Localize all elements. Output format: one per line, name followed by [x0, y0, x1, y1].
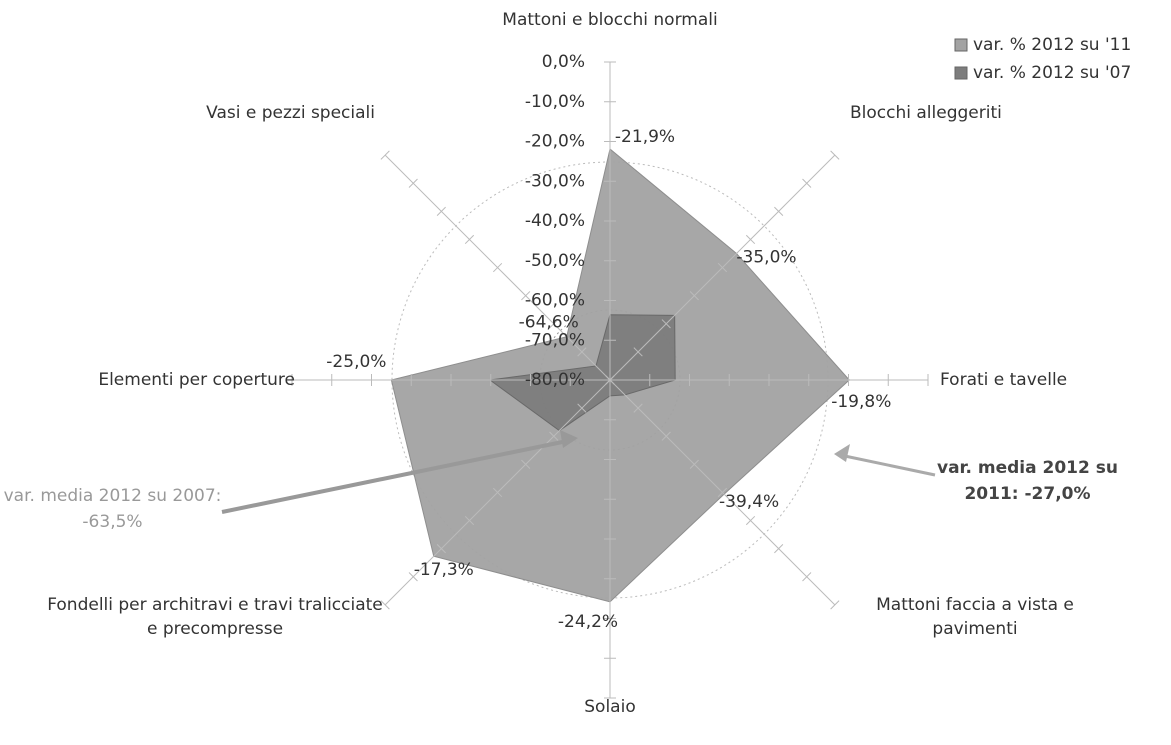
r-tick-label: -50,0%: [525, 251, 585, 271]
category-label: Solaio: [584, 697, 636, 717]
category-label: Vasi e pezzi speciali: [206, 103, 375, 123]
tick-mark: [661, 431, 671, 441]
tick-mark: [633, 347, 643, 357]
category-label: Fondelli per architravi e travi tralicci…: [47, 595, 383, 639]
annotation: var. media 2012 su 2007: -63,5%: [3, 486, 222, 532]
tick-mark: [464, 234, 475, 245]
tick-mark: [549, 431, 559, 441]
value-label: -39,4%: [719, 492, 779, 512]
category-label: Elementi per coperture: [98, 370, 295, 390]
tick-mark: [549, 319, 559, 329]
tick-mark: [380, 150, 390, 160]
category-label: Forati e tavelle: [940, 370, 1068, 390]
r-tick-label: -10,0%: [525, 92, 585, 112]
r-tick-label: -70,0%: [525, 330, 585, 350]
r-tick-label: -80,0%: [525, 370, 585, 390]
value-label: -21,9%: [615, 127, 675, 147]
tick-mark: [577, 403, 587, 413]
r-tick-label: -30,0%: [525, 171, 585, 191]
tick-mark: [802, 178, 812, 188]
tick-mark: [717, 262, 728, 273]
tick-mark: [492, 487, 503, 498]
legend-label: var. % 2012 su '07: [973, 63, 1131, 83]
arrow: [839, 453, 936, 477]
legend-swatch: [954, 38, 968, 52]
arrow-head: [560, 430, 578, 448]
r-tick-label: -40,0%: [525, 211, 585, 231]
value-label: -17,3%: [414, 560, 474, 580]
r-tick-label: -60,0%: [525, 291, 585, 311]
annotation: var. media 2012 su 2011: -27,0%: [937, 458, 1118, 504]
tick-mark: [802, 572, 812, 582]
tick-mark: [605, 375, 615, 385]
category-label: Mattoni faccia a vista e pavimenti: [876, 595, 1074, 639]
value-label: -64,6%: [519, 313, 579, 333]
value-label: -24,2%: [558, 612, 618, 632]
value-label: -19,8%: [831, 392, 891, 412]
tick-mark: [521, 459, 531, 469]
category-label: Blocchi alleggeriti: [850, 103, 1002, 123]
r-tick-label: -20,0%: [525, 132, 585, 152]
tick-mark: [408, 572, 418, 582]
arrow-head: [834, 444, 850, 462]
tick-mark: [492, 262, 503, 273]
legend-swatch: [954, 66, 968, 80]
tick-mark: [380, 600, 390, 610]
tick-mark: [689, 291, 699, 301]
value-label: -25,0%: [326, 352, 386, 372]
arrow: [221, 438, 573, 514]
r-tick-label: 0,0%: [542, 52, 585, 72]
tick-mark: [633, 403, 643, 413]
tick-mark: [717, 487, 728, 498]
tick-mark: [689, 459, 699, 469]
category-label: Mattoni e blocchi normali: [502, 10, 718, 30]
tick-mark: [661, 319, 671, 329]
tick-mark: [521, 291, 531, 301]
tick-mark: [745, 515, 756, 526]
legend-label: var. % 2012 su '11: [973, 35, 1131, 55]
value-label: -35,0%: [736, 248, 796, 268]
tick-mark: [577, 347, 587, 357]
tick-mark: [774, 206, 784, 216]
tick-mark: [830, 150, 840, 160]
tick-mark: [464, 515, 475, 526]
tick-mark: [408, 178, 418, 188]
tick-mark: [830, 600, 840, 610]
tick-mark: [436, 544, 446, 554]
tick-mark: [436, 206, 446, 216]
tick-mark: [745, 234, 756, 245]
tick-mark: [774, 544, 784, 554]
